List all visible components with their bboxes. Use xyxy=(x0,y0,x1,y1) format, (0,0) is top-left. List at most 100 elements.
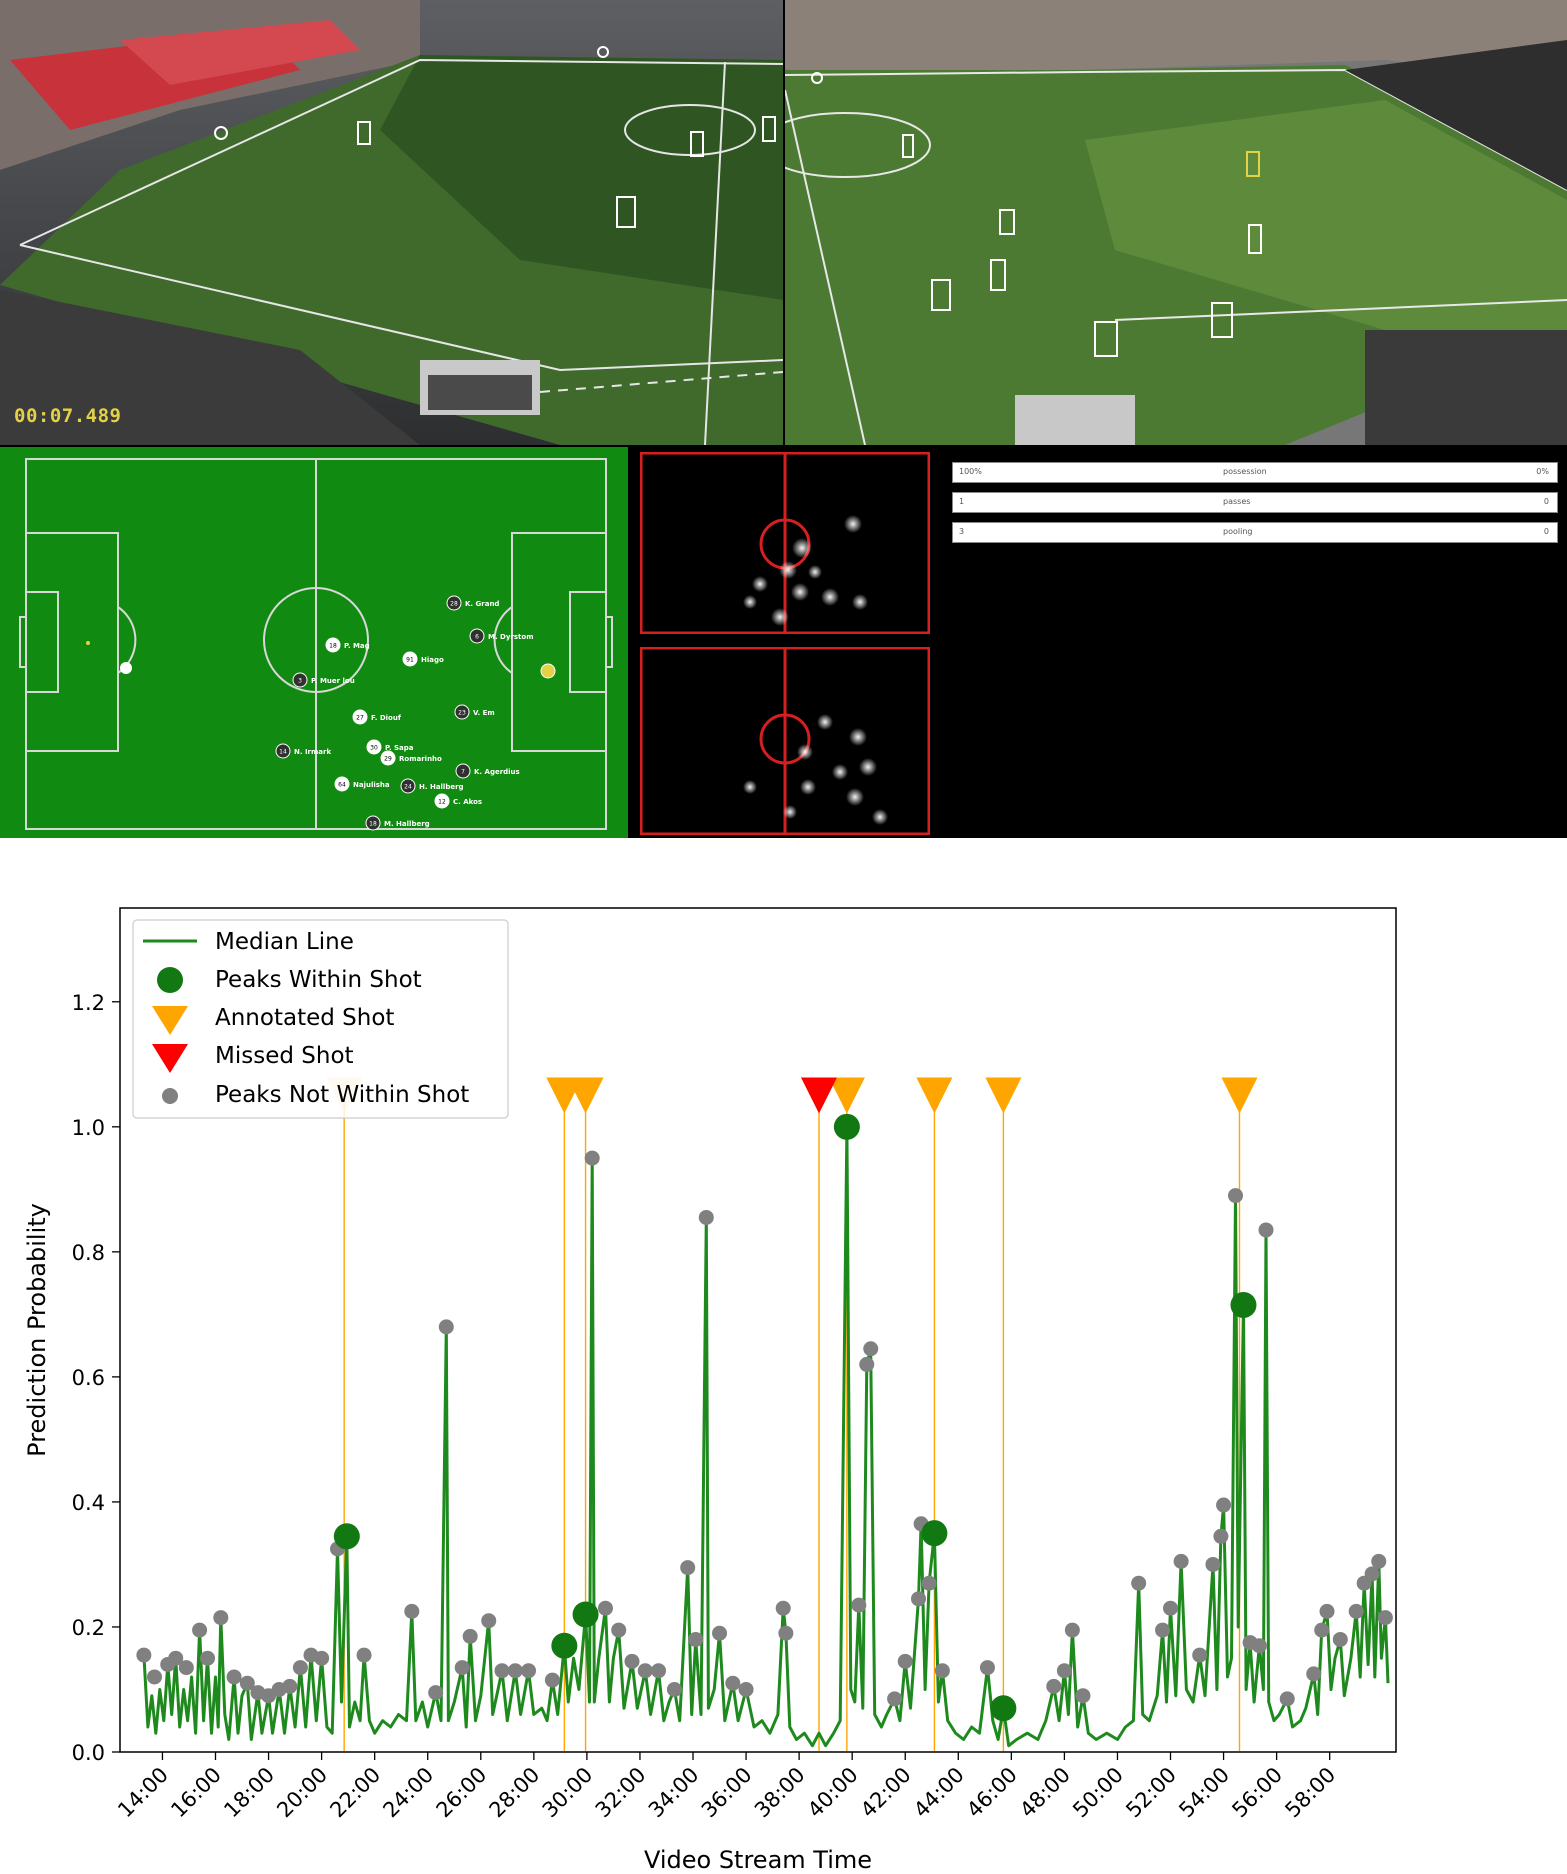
player-number: 23 xyxy=(458,710,466,717)
peak-not-within-shot xyxy=(544,1672,560,1688)
camera-left-scene xyxy=(0,0,783,445)
legend-box xyxy=(132,919,509,1119)
player-dot xyxy=(434,793,450,809)
peak-not-within-shot xyxy=(282,1678,298,1694)
peak-not-within-shot xyxy=(1332,1631,1348,1647)
x-axis: 14:0016:0018:0020:0022:0024:0026:0028:00… xyxy=(113,1752,1340,1822)
peak-not-within-shot xyxy=(314,1650,330,1666)
peak-not-within-shot xyxy=(738,1681,754,1697)
peaks-not-within-shot xyxy=(136,1150,1393,1707)
player-name: K. Agerdius xyxy=(474,768,520,776)
player-marker: 64 Najulisha xyxy=(334,776,390,792)
player-number: 18 xyxy=(329,643,337,650)
peak-not-within-shot xyxy=(1075,1688,1091,1704)
missed-shot-marker xyxy=(801,1077,838,1114)
player-dot xyxy=(402,651,418,667)
tactical-pitch-map: 28 K. Grand 18 P. Mag 6 M. Dyrstom 91 Hiago 3 P. … xyxy=(0,447,628,838)
legend-peaks-within: Peaks Within Shot xyxy=(215,967,422,993)
peak-not-within-shot xyxy=(136,1647,152,1663)
camera-left-view: 00:07.489 xyxy=(0,0,783,445)
player-marker: 18 M. Hallberg xyxy=(365,815,430,831)
peak-not-within-shot xyxy=(637,1663,653,1679)
legend-peaks-not-within: Peaks Not Within Shot xyxy=(215,1082,469,1108)
player-dot xyxy=(365,815,381,831)
x-tick-label: 22:00 xyxy=(325,1763,385,1823)
peak-not-within-shot xyxy=(1064,1622,1080,1638)
peak-not-within-shot xyxy=(192,1622,208,1638)
peak-not-within-shot xyxy=(146,1669,162,1685)
peak-not-within-shot xyxy=(597,1600,613,1616)
peak-not-within-shot xyxy=(584,1150,600,1166)
peak-within-shot xyxy=(1230,1291,1257,1318)
player-number: 91 xyxy=(406,657,414,664)
peak-not-within-shot xyxy=(1192,1647,1208,1663)
stat-row: 3 pooling 0 xyxy=(952,522,1558,543)
peak-not-within-shot xyxy=(1173,1553,1189,1569)
player-number: 18 xyxy=(369,821,377,828)
peak-not-within-shot xyxy=(1216,1497,1232,1513)
peak-not-within-shot xyxy=(428,1685,444,1701)
x-tick-label: 40:00 xyxy=(803,1763,863,1823)
player-number: 24 xyxy=(404,784,412,791)
peak-not-within-shot xyxy=(775,1600,791,1616)
peak-not-within-shot xyxy=(859,1356,875,1372)
peak-not-within-shot xyxy=(712,1625,728,1641)
peak-not-within-shot xyxy=(1258,1222,1274,1238)
video-timestamp: 00:07.489 xyxy=(14,405,122,427)
player-dot xyxy=(325,637,341,653)
player-name: P. Mag xyxy=(344,642,370,650)
peak-not-within-shot xyxy=(1306,1666,1322,1682)
x-tick-label: 28:00 xyxy=(485,1763,545,1823)
x-tick-label: 54:00 xyxy=(1174,1763,1234,1823)
peak-not-within-shot xyxy=(178,1660,194,1676)
x-axis-label: Video Stream Time xyxy=(644,1846,872,1874)
y-tick-label: 0.6 xyxy=(72,1366,105,1390)
player-marker: 14 N. Irmark xyxy=(275,743,331,759)
player-dot xyxy=(446,595,462,611)
player-markers: 28 K. Grand 18 P. Mag 6 M. Dyrstom 91 Hiago 3 P. … xyxy=(275,595,534,831)
camera-right-scene xyxy=(785,0,1567,445)
player-name: F. Diouf xyxy=(371,714,402,722)
peak-not-within-shot xyxy=(292,1660,308,1676)
stat-row: 1 passes 0 xyxy=(952,492,1558,513)
player-name: P. Muer lou xyxy=(311,677,355,685)
player-dot xyxy=(454,704,470,720)
player-marker: 12 C. Akos xyxy=(434,793,482,809)
x-tick-label: 42:00 xyxy=(856,1763,916,1823)
player-dot xyxy=(366,739,382,755)
player-number: 14 xyxy=(279,749,287,756)
legend-annotated-swatch xyxy=(152,1006,188,1035)
peak-not-within-shot xyxy=(213,1610,229,1626)
player-marker: 28 K. Grand xyxy=(446,595,499,611)
legend: Median Line Peaks Within Shot Annotated … xyxy=(132,919,509,1119)
peak-within-shot xyxy=(921,1520,948,1547)
legend-missed-shot: Missed Shot xyxy=(215,1043,354,1069)
goalkeeper-marker xyxy=(120,662,132,674)
player-dot xyxy=(352,709,368,725)
peak-not-within-shot xyxy=(1377,1610,1393,1626)
stat-left-value: 100% xyxy=(959,467,982,476)
player-number: 64 xyxy=(338,782,346,789)
stat-right-value: 0% xyxy=(1536,467,1549,476)
player-marker: 23 V. Em xyxy=(454,704,495,720)
peak-within-shot xyxy=(333,1523,360,1550)
player-dot xyxy=(455,763,471,779)
peak-not-within-shot xyxy=(454,1660,470,1676)
peak-not-within-shot xyxy=(1056,1663,1072,1679)
player-name: M. Dyrstom xyxy=(488,633,534,641)
x-tick-label: 34:00 xyxy=(644,1763,704,1823)
player-marker: 7 K. Agerdius xyxy=(455,763,520,779)
peak-not-within-shot xyxy=(1155,1622,1171,1638)
x-tick-label: 58:00 xyxy=(1280,1763,1340,1823)
peak-not-within-shot xyxy=(910,1591,926,1607)
x-tick-label: 44:00 xyxy=(909,1763,969,1823)
player-name: Romarinho xyxy=(399,755,442,763)
player-name: Hiago xyxy=(421,656,444,664)
peak-not-within-shot xyxy=(438,1319,454,1335)
y-axis: 0.0 0.2 0.4 0.6 0.8 1.0 1.2 xyxy=(72,991,120,1765)
peak-not-within-shot xyxy=(239,1675,255,1691)
player-dot xyxy=(380,750,396,766)
peak-not-within-shot xyxy=(1319,1603,1335,1619)
y-tick-label: 0.8 xyxy=(72,1241,105,1265)
player-marker: 6 M. Dyrstom xyxy=(469,628,534,644)
